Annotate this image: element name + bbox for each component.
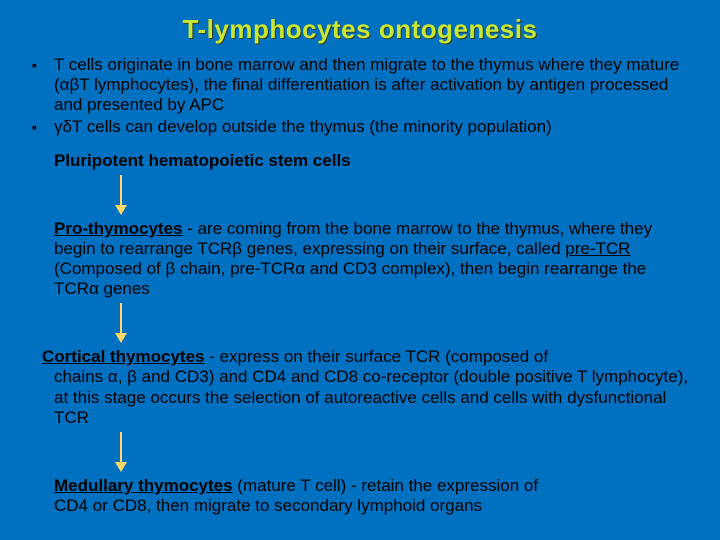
- flow-step-heading: Pluripotent hematopoietic stem cells: [54, 151, 351, 170]
- flow-step-heading-suffix: - are coming: [182, 219, 286, 238]
- flow-step-body-after: (Composed of β chain, pre-TCRα and CD3 c…: [54, 259, 646, 298]
- flow-step-heading: Cortical thymocytes: [42, 347, 205, 366]
- slide: T-lymphocytes ontogenesis ▪ T cells orig…: [0, 0, 720, 540]
- bullet-list: ▪ T cells originate in bone marrow and t…: [28, 55, 692, 137]
- arrow-down-icon: [114, 175, 128, 215]
- flow-step-pluripotent: Pluripotent hematopoietic stem cells: [54, 151, 692, 171]
- arrow-down-icon: [114, 303, 128, 343]
- flow-diagram: Pluripotent hematopoietic stem cells Pro…: [28, 151, 692, 516]
- flow-step-prothymocytes: Pro-thymocytes - are coming from the bon…: [54, 219, 692, 299]
- flow-arrow: [54, 303, 692, 343]
- flow-step-heading: Pro-thymocytes: [54, 219, 182, 238]
- flow-arrow: [54, 432, 692, 472]
- bullet-marker-icon: ▪: [28, 55, 54, 74]
- bullet-row: ▪ T cells originate in bone marrow and t…: [28, 55, 692, 115]
- flow-step-heading-suffix: (mature T cell) - retain the expression …: [233, 476, 539, 495]
- bullet-row: ▪ γδT cells can develop outside the thym…: [28, 117, 692, 137]
- slide-title: T-lymphocytes ontogenesis: [28, 14, 692, 45]
- flow-step-body: chains α, β and CD3) and CD4 and CD8 co-…: [54, 367, 692, 427]
- bullet-text: γδT cells can develop outside the thymus…: [54, 117, 692, 137]
- flow-step-medullary: Medullary thymocytes (mature T cell) - r…: [54, 476, 692, 516]
- flow-step-heading-suffix: - express on their surface TCR (composed…: [205, 347, 549, 366]
- flow-step-cortical: Cortical thymocytes - express on their s…: [42, 347, 692, 427]
- flow-step-heading: Medullary thymocytes: [54, 476, 233, 495]
- bullet-text: T cells originate in bone marrow and the…: [54, 55, 692, 115]
- flow-step-body: CD4 or CD8, then migrate to secondary ly…: [54, 496, 482, 515]
- flow-step-underlined: pre-TCR: [565, 239, 630, 258]
- bullet-marker-icon: ▪: [28, 117, 54, 136]
- arrow-down-icon: [114, 432, 128, 472]
- flow-arrow: [54, 175, 692, 215]
